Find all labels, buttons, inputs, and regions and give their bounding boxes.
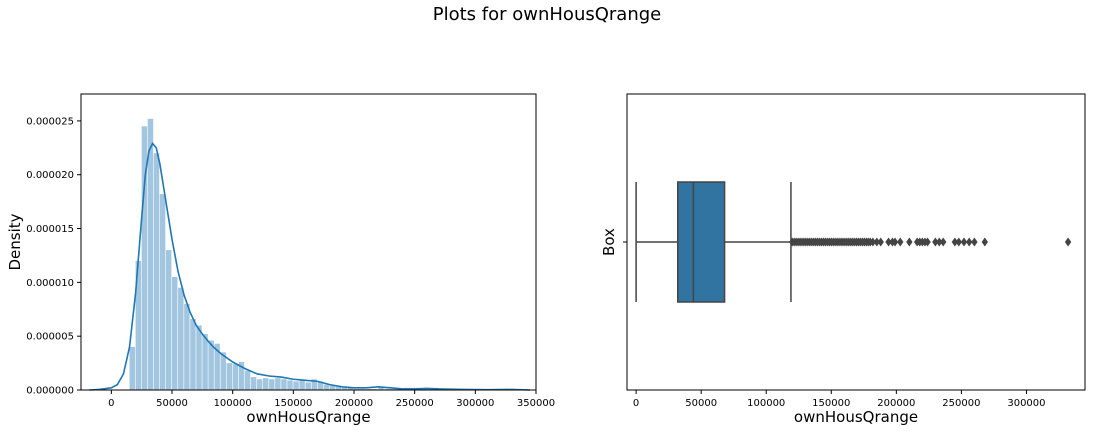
histogram-bar-12 [202, 334, 208, 390]
x-tick-label: 200000 [877, 398, 915, 409]
y-tick-label: 0.000020 [26, 170, 74, 181]
outlier-point [885, 237, 892, 247]
y-tick-label: 0.000015 [26, 224, 74, 235]
outlier-point [1064, 237, 1072, 247]
histogram-bar-30 [311, 379, 317, 390]
histogram-bar-22 [263, 378, 269, 390]
outlier-point [981, 237, 989, 247]
histogram-bar-6 [165, 250, 172, 390]
outlier-point [965, 237, 973, 247]
histogram-bar-39 [378, 386, 384, 390]
histogram-bar-9 [184, 303, 190, 390]
histogram-bar-34 [335, 386, 342, 390]
y-axis-label: Density [6, 213, 24, 270]
histogram-bar-21 [256, 379, 263, 390]
outlier-point [951, 237, 959, 247]
outlier-point [877, 237, 884, 247]
plot-frame [80, 93, 537, 391]
histogram-bar-2 [141, 126, 148, 391]
histogram-bar-28 [299, 380, 305, 390]
y-axis-label: Box [600, 228, 618, 256]
x-axis-label: ownHousQrange [246, 408, 370, 426]
y-tick-label: 0.000025 [26, 116, 74, 127]
histogram-bar-20 [250, 377, 257, 390]
kde-line [89, 142, 530, 391]
histogram-bar-8 [178, 287, 184, 390]
x-tick-label: 300000 [1007, 398, 1045, 409]
histogram-bar-10 [190, 318, 196, 390]
histogram-bar-1 [135, 260, 142, 390]
histogram-bar-27 [293, 381, 299, 390]
histogram-bar-7 [172, 276, 178, 390]
histogram-bar-19 [244, 370, 251, 390]
x-tick-label: 0 [108, 398, 114, 409]
histogram-bar-17 [232, 364, 239, 390]
x-tick-label: 0 [633, 398, 639, 409]
outlier-point [971, 237, 978, 247]
x-tick-label: 150000 [274, 398, 312, 409]
figure-title: Plots for ownHousQrange [432, 4, 662, 25]
outlier-point [891, 237, 899, 247]
outlier-point [869, 237, 877, 247]
histogram-bar-18 [238, 362, 245, 390]
x-tick-label: 250000 [942, 398, 980, 409]
histogram-bar-40 [384, 388, 402, 390]
y-tick-label: 0.000005 [26, 332, 74, 343]
histogram-bar-35 [341, 387, 348, 390]
x-tick-label: 50000 [685, 398, 717, 409]
histogram-bar-36 [347, 387, 354, 390]
histogram-chart: 0 50000 100000 150000 200000 250000 300000 3500… [6, 93, 555, 426]
histogram-bar-3 [147, 118, 154, 391]
x-tick-label: 100000 [747, 398, 785, 409]
x-tick-label: 250000 [396, 398, 434, 409]
histogram-bar-29 [305, 382, 311, 390]
box-chart: 0 50000 100000 150000 200000 250000 300000 own… [600, 93, 1086, 426]
outlier-point [906, 237, 913, 247]
histogram-bar-5 [159, 194, 166, 390]
x-tick-label: 150000 [812, 398, 850, 409]
histogram-bar-31 [317, 381, 324, 390]
outlier-point [936, 237, 943, 247]
histogram-bar-32 [323, 384, 330, 390]
histogram-bar-0 [129, 346, 135, 390]
y-tick-label: 0.000010 [26, 278, 74, 289]
outlier-point [939, 237, 947, 247]
histogram-bar-33 [329, 385, 336, 390]
histogram-bar-13 [208, 340, 214, 390]
histogram-bar-11 [196, 325, 202, 390]
histogram-bar-14 [214, 343, 220, 390]
outlier-point [897, 237, 904, 247]
histogram-bar-25 [281, 379, 287, 390]
box-iqr [676, 181, 726, 303]
histogram-bar-24 [275, 378, 281, 390]
histogram-bar-4 [153, 153, 160, 390]
histogram-bar-38 [366, 388, 378, 390]
x-tick-label: 300000 [456, 398, 494, 409]
outlier-point [924, 237, 931, 247]
histogram-bar-15 [220, 352, 226, 390]
x-tick-label: 50000 [156, 398, 188, 409]
histogram-bar-16 [226, 363, 233, 390]
x-axis-label: ownHousQrange [794, 408, 918, 426]
x-tick-label: 100000 [214, 398, 252, 409]
y-tick-label: 0.000000 [26, 386, 74, 397]
x-tick-label: 350000 [517, 398, 555, 409]
histogram-bar-37 [354, 388, 366, 390]
x-tick-label: 200000 [335, 398, 373, 409]
histogram-bar-23 [269, 379, 275, 390]
histogram-bar-26 [287, 380, 293, 390]
outlier-point [955, 237, 962, 247]
